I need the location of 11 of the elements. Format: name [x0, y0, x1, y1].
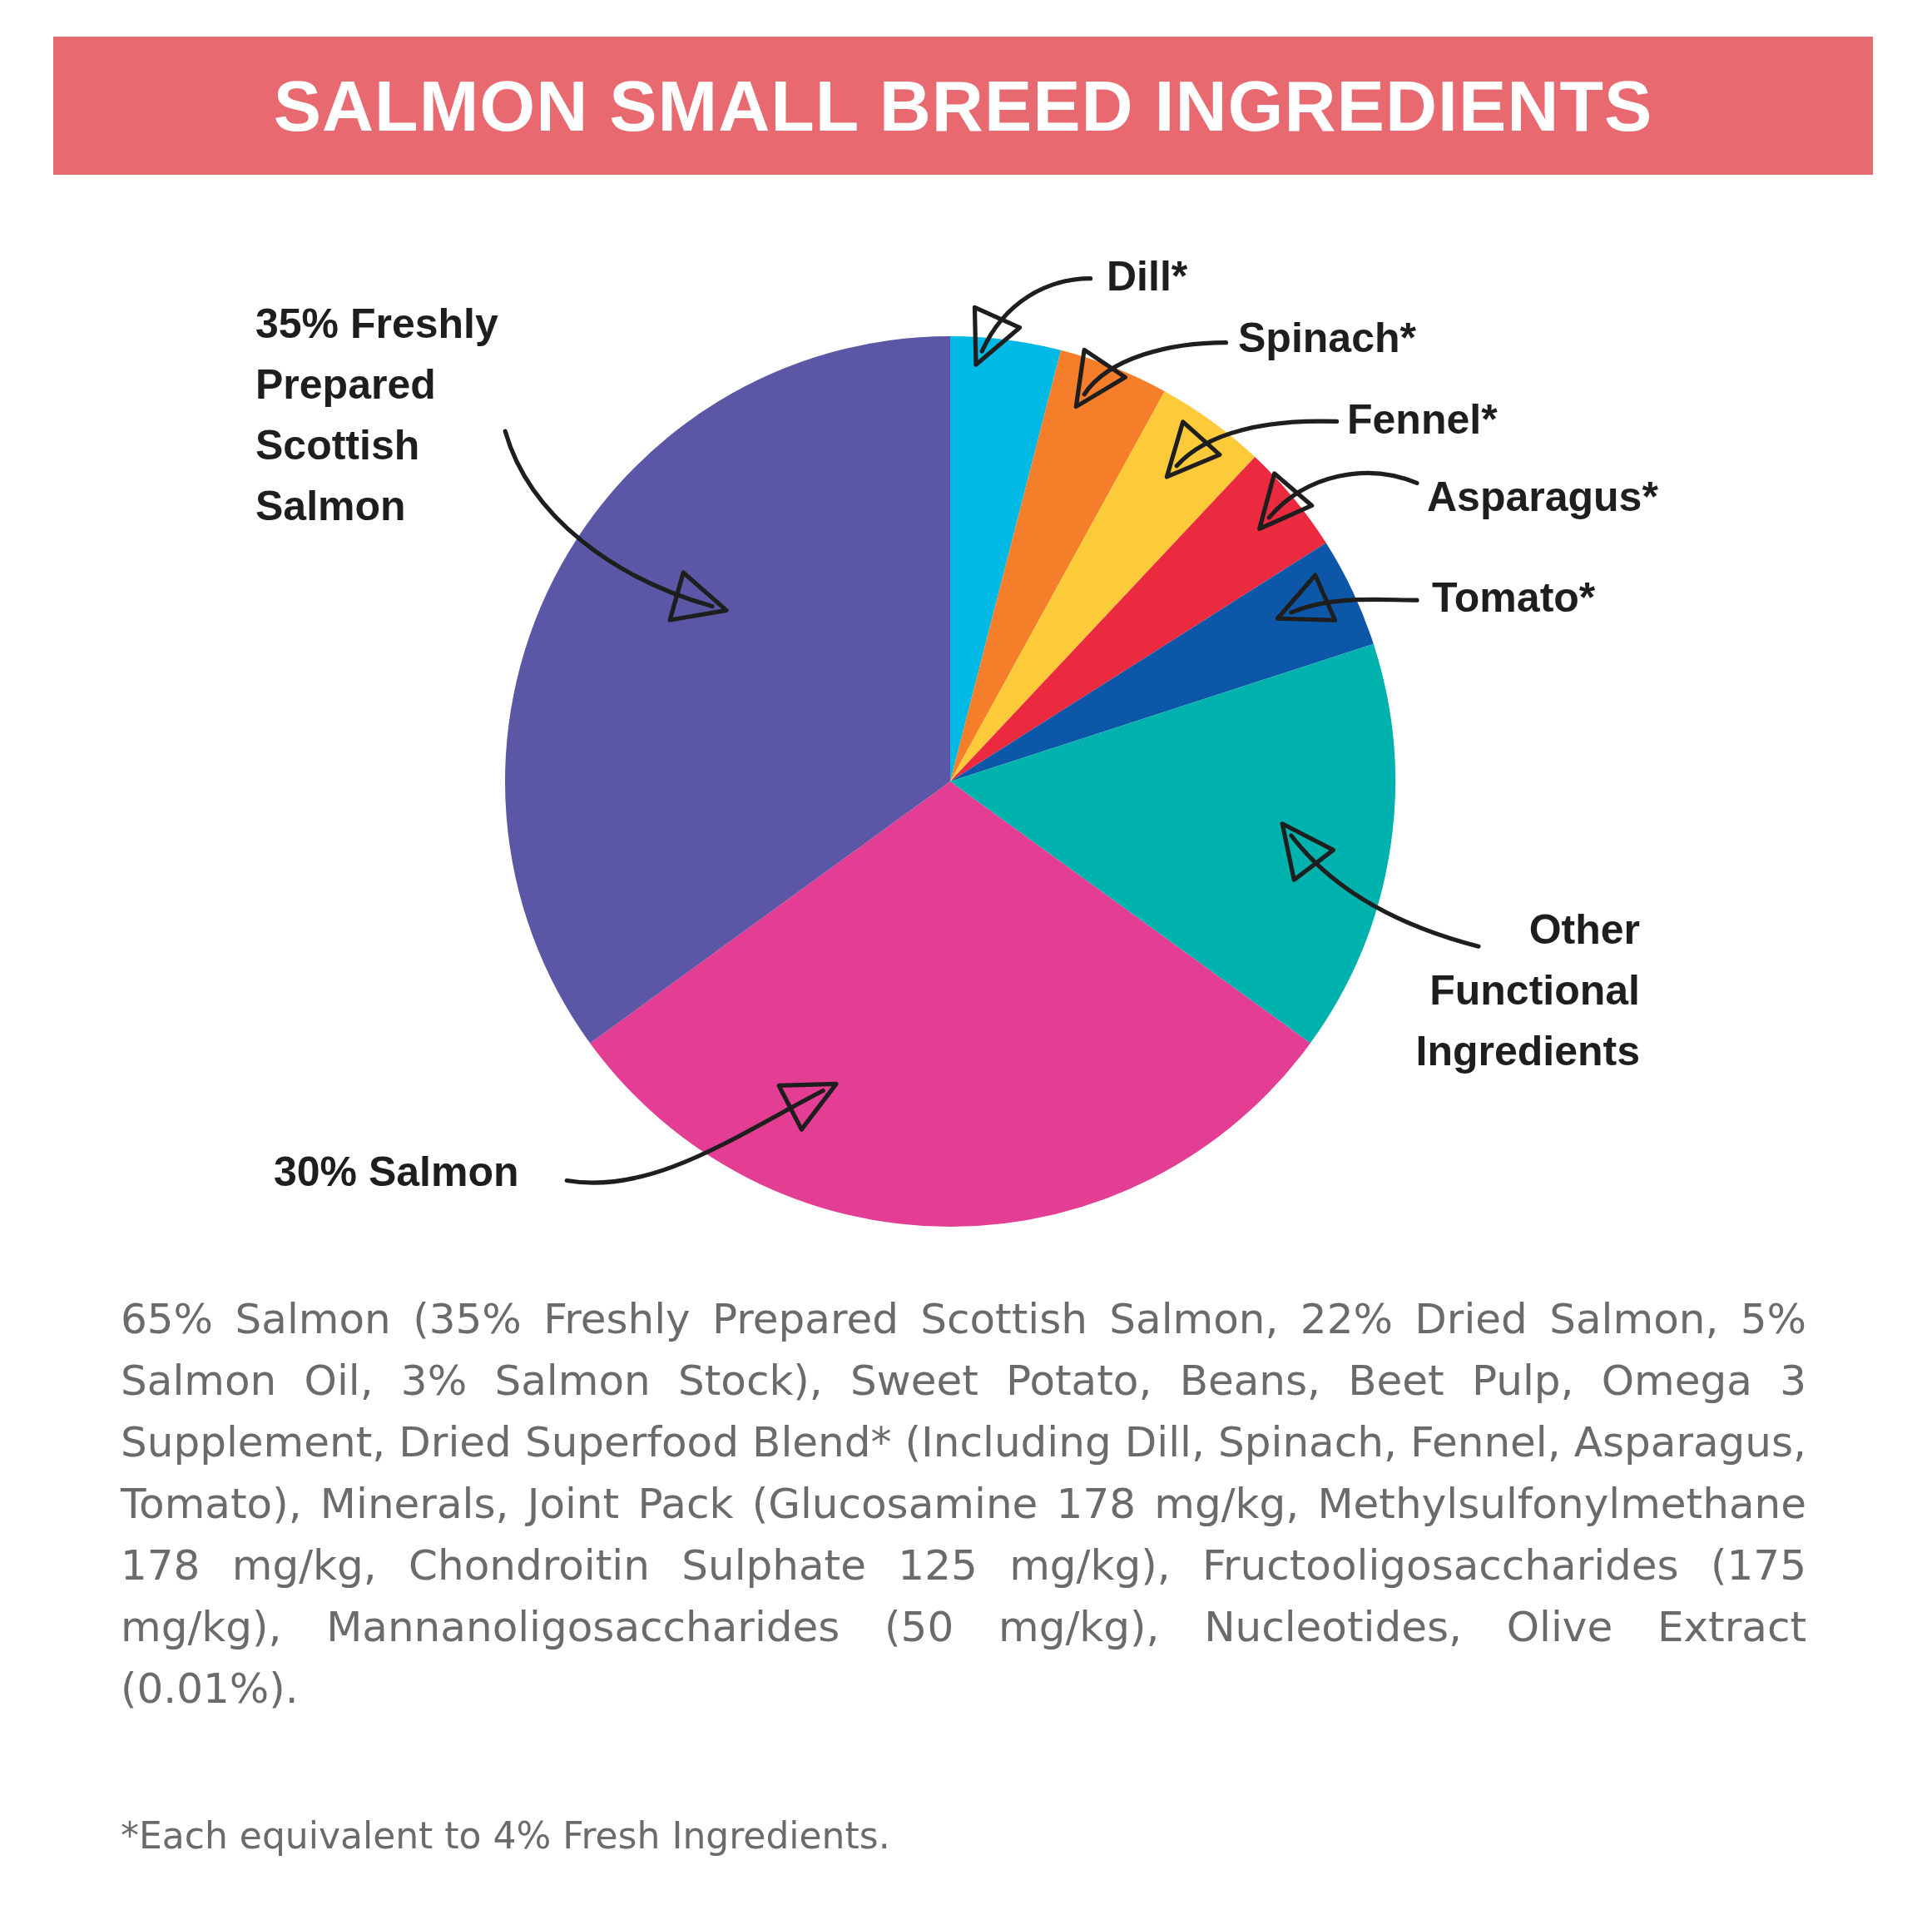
slice-label: Dill*	[1107, 252, 1188, 300]
slice-label: Tomato*	[1432, 573, 1596, 621]
text: *Each equivalent to 4% Fresh Ingredients.	[121, 1814, 891, 1857]
slice-label: 30% Salmon	[274, 1148, 519, 1195]
slice-label: Asparagus*	[1427, 473, 1659, 520]
slice-label: Fennel*	[1347, 395, 1499, 443]
slice-label: Spinach*	[1238, 314, 1417, 361]
slice-label: Other Functional Ingredients	[1415, 905, 1640, 1074]
chart-title: SALMON SMALL BREED INGREDIENTS	[53, 37, 1873, 175]
text: 65% Salmon (35% Freshly Prepared Scottish Salmon, 22% Dried Salmon, 5% Salmon Oil, 3% Salmon Stock), Sweet Potato, Beans, Beet Pulp, Omega 3 Supplement, Dried Superfood Blend* (Including Dill, Spinach, Fennel, Asparagus, Tomato), Minerals, Joint Pack (Glucosamine 178 mg/kg, Methylsulfonylmethane 178 mg/kg, Chondroitin Sulphate 125 mg/kg), Fructooligosaccharides (175 mg/kg), Mannanoligosaccharides (50 mg/kg), Nucleotides, Olive Extract (0.01%).	[121, 1294, 1806, 1714]
slice-label: 35% Freshly Prepared Scottish Salmon	[255, 300, 499, 529]
